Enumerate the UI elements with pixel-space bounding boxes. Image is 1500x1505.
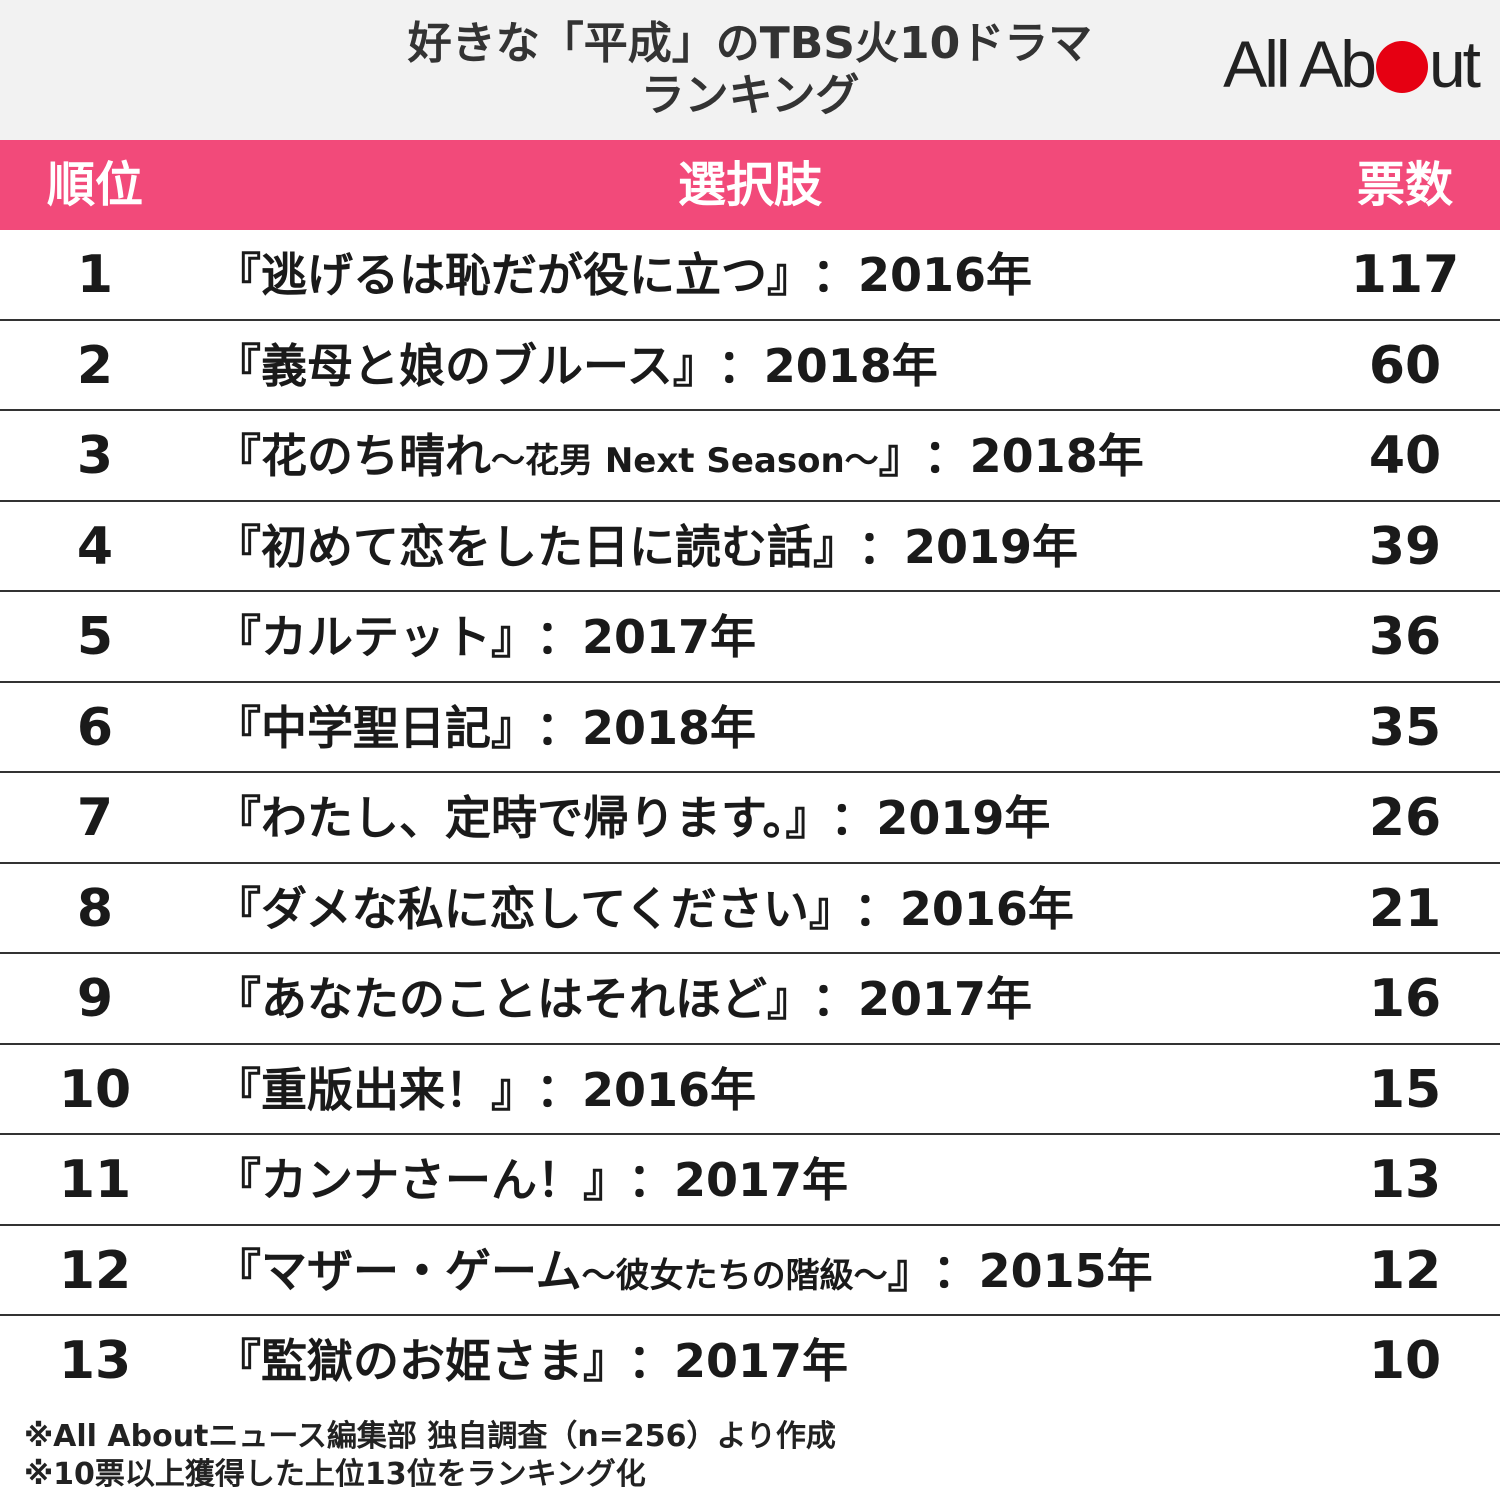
votes-cell: 12 [1368, 1240, 1442, 1301]
footnote-1: ※All Aboutニュース編集部 独自調査（n=256）より作成 [24, 1419, 836, 1454]
votes-cell: 35 [1368, 697, 1442, 758]
drama-year: ：2016年 [812, 248, 1033, 302]
all-about-logo: All Ab ut [1223, 24, 1481, 104]
logo-dot-icon [1375, 41, 1428, 93]
table-row: 12 『マザー・ゲーム～彼女たちの階級～』 ：2015年 12 [0, 1226, 1500, 1316]
drama-year: ：2017年 [812, 972, 1033, 1026]
drama-year: ：2018年 [536, 700, 757, 755]
drama-title: 『マザー・ゲーム [215, 1243, 582, 1298]
table-row: 8 『ダメな私に恋してください』 ：2016年 21 [0, 864, 1500, 954]
drama-subtitle: ～花男 Next Season～ [491, 441, 879, 481]
drama-year: ：2016年 [536, 1062, 757, 1117]
votes-cell: 16 [1368, 969, 1442, 1029]
rank-cell: 11 [58, 1150, 132, 1210]
votes-cell: 13 [1368, 1150, 1442, 1210]
choice-cell: 『わたし、定時で帰ります。』 ：2019年 [215, 773, 1305, 863]
column-header-row: 順位 選択肢 票数 [0, 140, 1500, 230]
ranking-table: 1 『逃げるは恥だが役に立つ』 ：2016年 117 2 『義母と娘のブルース』 ：2018… [0, 230, 1500, 1407]
table-row: 6 『中学聖日記』 ：2018年 35 [0, 683, 1500, 773]
rank-cell: 13 [58, 1331, 132, 1391]
votes-cell: 117 [1350, 245, 1460, 305]
rank-cell: 7 [76, 788, 114, 848]
column-header-rank: 順位 [46, 157, 143, 213]
choice-cell: 『カンナさーん！』 ：2017年 [215, 1135, 1305, 1225]
header: 好きな「平成」のTBS火10ドラマ ランキング All Ab ut [0, 0, 1500, 140]
choice-cell: 『監獄のお姫さま』 ：2017年 [215, 1316, 1305, 1406]
drama-year: ：2019年 [858, 519, 1079, 574]
drama-title: 『逃げるは恥だが役に立つ』 [215, 248, 790, 302]
logo-text-end: ut [1428, 27, 1481, 101]
rank-cell: 8 [76, 878, 114, 939]
rank-cell: 4 [76, 516, 114, 577]
votes-cell: 21 [1368, 878, 1442, 939]
rank-cell: 10 [58, 1059, 132, 1120]
footnote-2: ※10票以上獲得した上位13位をランキング化 [24, 1457, 646, 1492]
drama-title-close: 』 [878, 429, 902, 483]
choice-cell: 『花のち晴れ～花男 Next Season～』 ：2018年 [215, 411, 1305, 501]
page-title: 好きな「平成」のTBS火10ドラマ ランキング [0, 18, 1500, 122]
drama-title: 『わたし、定時で帰ります。』 [215, 791, 809, 845]
choice-cell: 『マザー・ゲーム～彼女たちの階級～』 ：2015年 [215, 1226, 1305, 1316]
choice-cell: 『逃げるは恥だが役に立つ』 ：2016年 [215, 230, 1305, 320]
drama-year: ：2018年 [717, 338, 938, 393]
votes-cell: 60 [1368, 335, 1442, 396]
rank-cell: 5 [76, 607, 114, 667]
rank-cell: 6 [76, 697, 114, 758]
table-row: 13 『監獄のお姫さま』 ：2017年 10 [0, 1316, 1500, 1407]
table-row: 7 『わたし、定時で帰ります。』 ：2019年 26 [0, 773, 1500, 864]
rank-cell: 1 [76, 245, 114, 305]
drama-title: 『ダメな私に恋してください』 [215, 881, 832, 936]
table-row: 11 『カンナさーん！』 ：2017年 13 [0, 1135, 1500, 1226]
choice-cell: 『重版出来！』 ：2016年 [215, 1045, 1305, 1135]
title-line-1: 好きな「平成」のTBS火10ドラマ [407, 18, 1093, 69]
choice-cell: 『あなたのことはそれほど』 ：2017年 [215, 954, 1305, 1044]
rank-cell: 2 [76, 335, 114, 396]
drama-title: 『監獄のお姫さま』 [215, 1334, 606, 1388]
choice-cell: 『中学聖日記』 ：2018年 [215, 683, 1305, 773]
column-header-choice: 選択肢 [677, 157, 822, 213]
table-row: 3 『花のち晴れ～花男 Next Season～』 ：2018年 40 [0, 411, 1500, 502]
table-row: 4 『初めて恋をした日に読む話』 ：2019年 39 [0, 502, 1500, 592]
drama-title: 『カルテット』 [215, 610, 514, 664]
choice-cell: 『義母と娘のブルース』 ：2018年 [215, 321, 1305, 411]
table-row: 2 『義母と娘のブルース』 ：2018年 60 [0, 321, 1500, 411]
choice-cell: 『ダメな私に恋してください』 ：2016年 [215, 864, 1305, 954]
column-header-votes: 票数 [1356, 157, 1453, 213]
votes-cell: 15 [1368, 1059, 1442, 1120]
drama-year: ：2017年 [536, 610, 757, 664]
drama-title: 『義母と娘のブルース』 [215, 338, 696, 393]
drama-title: 『カンナさーん！』 [215, 1153, 606, 1207]
drama-title: 『初めて恋をした日に読む話』 [215, 519, 836, 574]
rank-cell: 9 [76, 969, 114, 1029]
drama-title: 『あなたのことはそれほど』 [215, 972, 790, 1026]
footnotes: ※All Aboutニュース編集部 独自調査（n=256）より作成 ※10票以上… [24, 1418, 836, 1494]
table-row: 10 『重版出来！』 ：2016年 15 [0, 1045, 1500, 1135]
drama-year: ：2018年 [923, 429, 1144, 483]
drama-year: ：2017年 [628, 1153, 849, 1207]
rank-cell: 12 [58, 1240, 132, 1301]
drama-year: ：2016年 [853, 881, 1074, 936]
votes-cell: 39 [1368, 516, 1442, 577]
table-row: 5 『カルテット』 ：2017年 36 [0, 592, 1500, 683]
choice-cell: 『初めて恋をした日に読む話』 ：2019年 [215, 502, 1305, 592]
table-row: 9 『あなたのことはそれほど』 ：2017年 16 [0, 954, 1500, 1045]
votes-cell: 10 [1368, 1331, 1442, 1391]
drama-title: 『重版出来！』 [215, 1062, 514, 1117]
drama-title: 『中学聖日記』 [215, 700, 514, 755]
drama-year: ：2019年 [830, 791, 1051, 845]
logo-text: All Ab [1223, 27, 1377, 101]
drama-year: ：2017年 [628, 1334, 849, 1388]
title-line-2: ランキング [640, 70, 860, 121]
drama-subtitle: ～彼女たちの階級～ [581, 1255, 888, 1296]
rank-cell: 3 [76, 426, 114, 486]
drama-year: ：2015年 [932, 1243, 1153, 1298]
drama-title: 『花のち晴れ [215, 429, 491, 483]
votes-cell: 40 [1368, 426, 1442, 486]
votes-cell: 26 [1368, 788, 1442, 848]
table-row: 1 『逃げるは恥だが役に立つ』 ：2016年 117 [0, 230, 1500, 321]
drama-title-close: 』 [887, 1243, 911, 1298]
choice-cell: 『カルテット』 ：2017年 [215, 592, 1305, 682]
votes-cell: 36 [1368, 607, 1442, 667]
